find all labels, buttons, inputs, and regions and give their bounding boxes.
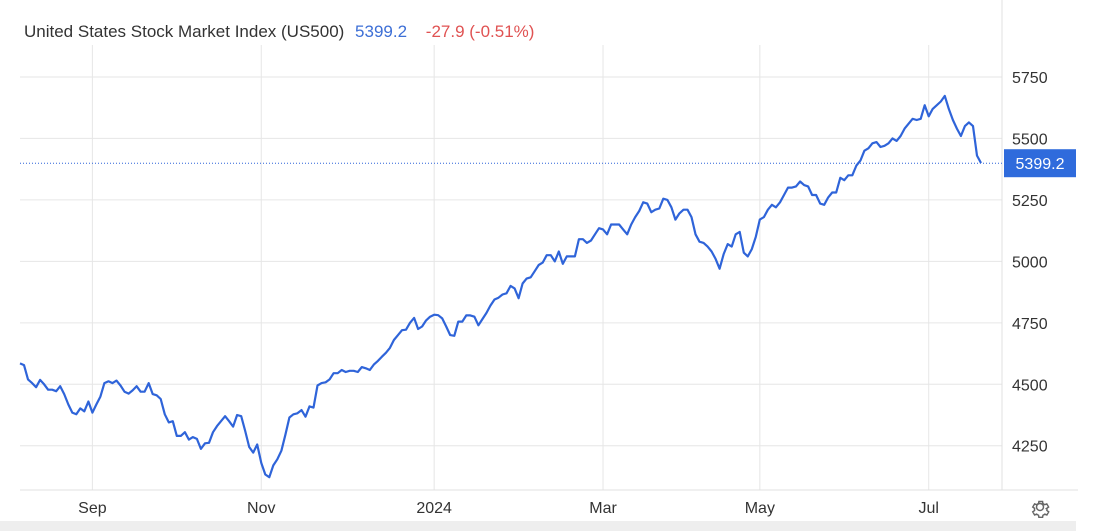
price-change: -27.9 (-0.51%) [425, 22, 535, 41]
chart-header: United States Stock Market Index (US500)… [24, 22, 534, 42]
y-tick-label: 4500 [1012, 377, 1048, 394]
x-tick-label: Nov [247, 500, 275, 517]
instrument-name: United States Stock Market Index (US500) [24, 22, 345, 41]
y-tick-label: 5000 [1012, 254, 1048, 271]
gear-icon[interactable] [1029, 496, 1051, 519]
y-tick-label: 4750 [1012, 316, 1048, 333]
last-price-tag-label: 5399.2 [1016, 156, 1065, 173]
series-line [19, 94, 982, 479]
y-tick-label: 5750 [1012, 70, 1048, 87]
x-tick-label: Sep [78, 500, 107, 517]
y-tick-label: 5250 [1012, 193, 1048, 210]
x-tick-label: Jul [919, 500, 939, 517]
x-tick-label: May [745, 500, 775, 517]
last-price: 5399.2 [355, 22, 408, 41]
y-tick-label: 4250 [1012, 439, 1048, 456]
x-tick-label: Mar [589, 500, 617, 517]
y-tick-label: 5500 [1012, 131, 1048, 148]
last-price-tag [1004, 149, 1076, 178]
x-tick-label: 2024 [416, 500, 452, 517]
bottom-scrollbar[interactable] [0, 521, 1076, 531]
